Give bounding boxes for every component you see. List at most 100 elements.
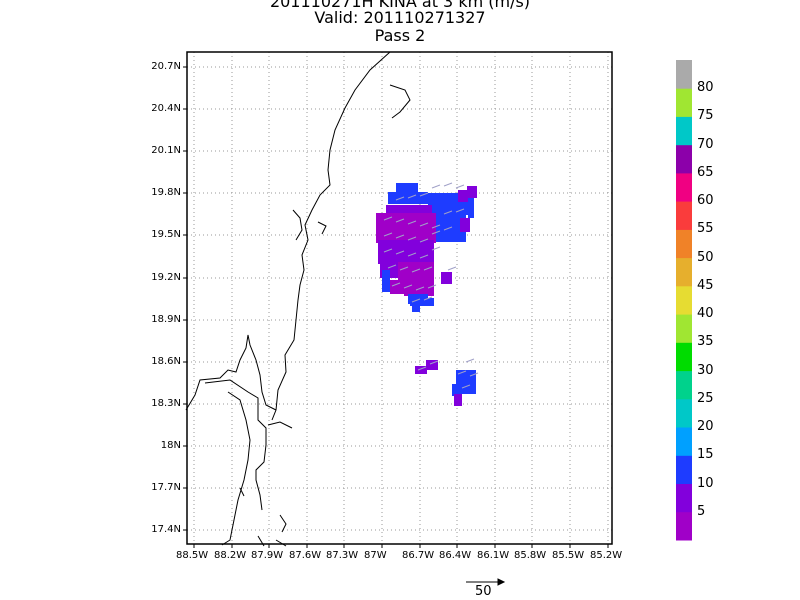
wind-vector-arrow <box>407 252 417 257</box>
colorbar-segment <box>676 285 692 315</box>
map-title-line3: Pass 2 <box>374 26 426 45</box>
lat-tick-label: 19.2N <box>151 272 181 283</box>
wind-vector-arrow <box>407 220 417 225</box>
wind-vector-arrow <box>417 366 427 371</box>
colorbar-label: 40 <box>697 306 714 322</box>
lat-tick-label: 17.7N <box>151 482 181 493</box>
lon-tick-label: 86.1W <box>477 550 510 561</box>
colorbar-segment <box>676 144 692 174</box>
lon-tick-label: 85.5W <box>552 550 585 561</box>
wind-vector-arrow <box>411 268 421 273</box>
colorbar-label: 75 <box>697 108 714 124</box>
colorbar-segment <box>676 314 692 343</box>
wind-vector-arrow <box>431 184 441 189</box>
colorbar-segment <box>676 257 692 287</box>
wind-vector-arrow <box>391 282 401 287</box>
lat-tick-label: 18N <box>160 440 181 451</box>
wind-vector-arrow <box>427 284 437 289</box>
colorbar-segment <box>676 398 692 428</box>
wind-vector-arrow <box>431 246 441 251</box>
lon-tick-label: 88.5W <box>176 550 209 561</box>
map-title-line2: Valid: 201110271327 <box>314 8 486 27</box>
wind-vector-arrow <box>419 192 429 197</box>
wind-vector-arrow <box>419 238 429 243</box>
colorbar-label: 60 <box>697 193 714 209</box>
map-frame <box>186 51 613 545</box>
wind-vector-arrow <box>407 236 417 241</box>
colorbar-label: 70 <box>697 136 714 152</box>
wind-vectors <box>383 182 479 389</box>
colorbar-label: 30 <box>697 362 714 378</box>
colorbar <box>676 60 692 541</box>
colorbar-label: 20 <box>697 419 714 435</box>
wind-vector-arrow <box>443 210 453 215</box>
reference-vector <box>466 578 506 586</box>
wind-vector-arrow <box>403 284 413 289</box>
lat-tick-label: 18.3N <box>151 398 181 409</box>
colorbar-segment <box>676 201 692 230</box>
wind-vector-arrow <box>443 182 453 187</box>
colorbar-label: 55 <box>697 221 714 237</box>
colorbar-segment <box>676 370 692 400</box>
wind-vector-arrow <box>383 216 393 221</box>
wind-vector-arrow <box>465 358 475 363</box>
lon-tick-label: 86.4W <box>439 550 472 561</box>
lat-tick-label: 20.4N <box>151 103 181 114</box>
wind-vector-arrow <box>411 298 421 303</box>
lon-tick-label: 88.2W <box>214 550 247 561</box>
lat-tick-label: 19.8N <box>151 187 181 198</box>
wind-vector-arrow <box>455 208 465 213</box>
wind-vector-arrow <box>419 222 429 227</box>
colorbar-segment <box>676 511 692 541</box>
colorbar-segment <box>676 342 692 372</box>
wind-vector-arrow <box>383 232 393 237</box>
wind-vector-arrow <box>429 360 439 365</box>
colorbar-label: 50 <box>697 249 714 265</box>
reference-vector-label: 50 <box>475 584 492 599</box>
lat-tick-label: 17.4N <box>151 524 181 535</box>
map-title-line1: 201110271H KINA at 3 km (m/s) <box>269 0 531 11</box>
wind-vector-arrow <box>395 234 405 239</box>
wind-vector-arrow <box>431 224 441 229</box>
colorbar-segment <box>676 60 692 89</box>
lon-tick-label: 87W <box>364 550 387 561</box>
lon-tick-label: 87.9W <box>251 550 284 561</box>
wind-vector-arrow <box>415 286 425 291</box>
lon-tick-label: 85.8W <box>514 550 547 561</box>
wind-vector-arrow <box>431 230 441 235</box>
colorbar-label: 5 <box>697 503 706 519</box>
wind-vector-arrow <box>387 264 397 269</box>
lat-tick-label: 19.5N <box>151 229 181 240</box>
colorbar-label: 35 <box>697 334 714 350</box>
colorbar-label: 65 <box>697 164 714 180</box>
wind-vector-arrow <box>407 194 417 199</box>
colorbar-label: 25 <box>697 390 714 406</box>
wind-vector-arrow <box>423 266 433 271</box>
colorbar-segment <box>676 483 692 513</box>
colorbar-label: 10 <box>697 475 714 491</box>
colorbar-segment <box>676 116 692 146</box>
lon-tick-label: 87.3W <box>326 550 359 561</box>
wind-vector-arrow <box>447 266 457 271</box>
coastline <box>185 51 411 547</box>
wind-vector-arrow <box>423 296 433 301</box>
wind-vector-arrow <box>383 248 393 253</box>
wind-vector-arrow <box>395 196 405 201</box>
wind-vector-arrow <box>419 254 429 259</box>
grid-lines <box>187 52 612 544</box>
lat-tick-label: 20.1N <box>151 145 181 156</box>
colorbar-label: 15 <box>697 447 714 463</box>
wind-vector-arrow <box>469 372 479 377</box>
colorbar-segment <box>676 427 692 456</box>
wind-vector-arrow <box>395 218 405 223</box>
lon-tick-label: 87.6W <box>289 550 322 561</box>
lon-tick-label: 85.2W <box>590 550 623 561</box>
colorbar-segment <box>676 88 692 117</box>
colorbar-label: 45 <box>697 277 714 293</box>
wind-vector-arrow <box>443 226 453 231</box>
lat-tick-label: 20.7N <box>151 61 181 72</box>
wind-vector-arrow <box>455 184 465 189</box>
wind-vector-arrow <box>457 370 467 375</box>
colorbar-label: 80 <box>697 80 714 96</box>
